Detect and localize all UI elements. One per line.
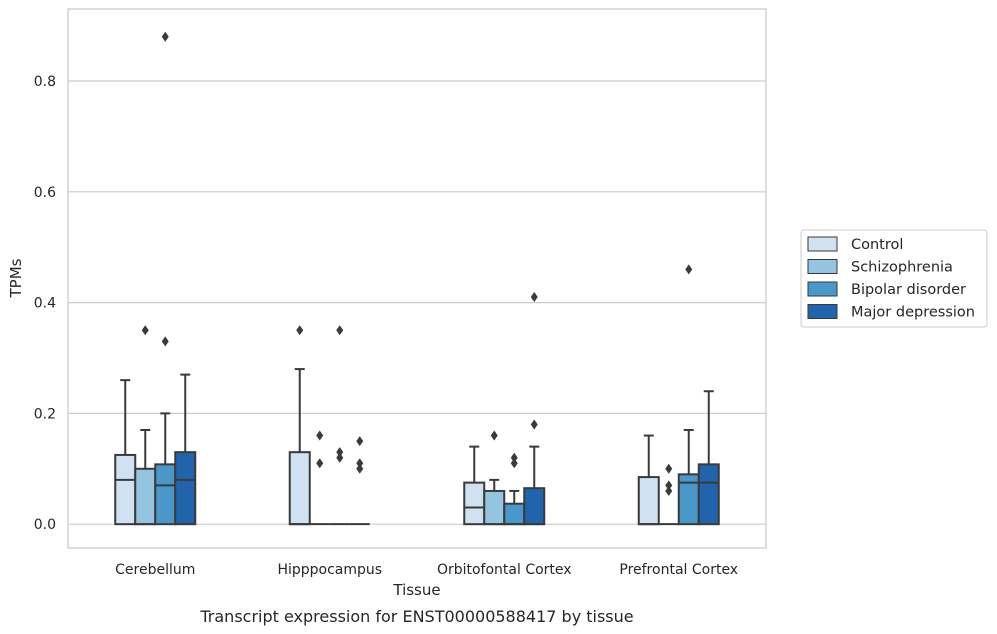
outlier-point (296, 325, 304, 336)
outlier-point (356, 458, 364, 469)
box-body (288, 451, 311, 526)
box-control (288, 325, 311, 526)
box-bipolar-disorder (503, 452, 526, 526)
outlier-point (356, 436, 364, 447)
outlier-point (665, 463, 673, 474)
outlier-point (141, 325, 149, 336)
box-body (154, 463, 177, 526)
x-axis-ticks: Cerebellum Hipppocampus Orbitofontal Corte… (115, 562, 738, 578)
outlier-point (316, 458, 324, 469)
box-major-depression (697, 390, 720, 526)
box-schizophrenia (483, 430, 506, 526)
outlier-point (530, 419, 538, 430)
box-plot-area (114, 31, 720, 526)
box-bipolar-disorder (329, 325, 350, 526)
x-tick-label: Hipppocampus (277, 562, 382, 578)
box-body (174, 451, 197, 526)
outlier-point (316, 430, 324, 441)
y-axis-ticks: 0.0 0.2 0.4 0.6 0.8 (34, 74, 56, 533)
legend-swatch (807, 259, 838, 274)
outlier-point (685, 264, 693, 275)
box-control (463, 445, 486, 526)
box-control (114, 379, 137, 526)
box-body (134, 467, 157, 526)
x-tick-label: Prefrontal Cortex (619, 562, 738, 578)
box-body (463, 481, 486, 526)
x-axis-label: Tissue (392, 581, 440, 599)
box-bipolar-disorder (677, 264, 700, 526)
box-major-depression (174, 373, 197, 526)
box-body (483, 489, 506, 526)
y-tick-label: 0.2 (34, 406, 56, 422)
legend-entry: Control (851, 237, 903, 253)
outlier-point (665, 480, 673, 491)
box-control (637, 434, 660, 526)
plot-frame (67, 8, 767, 549)
outlier-point (336, 325, 344, 336)
outlier-point (510, 452, 518, 463)
y-tick-label: 0.0 (34, 517, 56, 533)
y-axis-label: TPMs (7, 258, 25, 298)
outlier-point (336, 452, 344, 463)
outlier-point (530, 292, 538, 303)
box-body (503, 502, 526, 526)
outlier-point (336, 447, 344, 458)
box-schizophrenia (134, 325, 157, 526)
legend-swatch (807, 236, 838, 252)
box-body (523, 487, 546, 526)
legend-frame (800, 229, 988, 328)
box-schizophrenia (309, 430, 330, 526)
outlier-point (356, 463, 364, 474)
box-schizophrenia (658, 463, 679, 526)
legend-swatch (807, 304, 838, 319)
legend-entry: Bipolar disorder (851, 282, 966, 298)
outlier-point (510, 458, 518, 469)
outlier-point (161, 336, 169, 347)
outlier-point (490, 430, 498, 441)
box-body (697, 463, 720, 526)
x-tick-label: Orbitofontal Cortex (437, 562, 572, 578)
y-tick-label: 0.6 (34, 185, 56, 201)
legend-swatch (807, 281, 838, 297)
box-major-depression (523, 292, 546, 526)
box-bipolar-disorder (154, 31, 177, 526)
outlier-point (161, 31, 169, 42)
box-body (637, 476, 660, 526)
x-tick-label: Cerebellum (115, 562, 195, 578)
legend-entry: Schizophrenia (851, 260, 953, 276)
box-major-depression (349, 436, 370, 526)
chart-caption: Transcript expression for ENST0000058841… (199, 607, 633, 626)
box-body (114, 453, 137, 526)
legend: Control Schizophrenia Bipolar disorder Majo… (800, 229, 988, 328)
legend-entry: Major depression (851, 305, 975, 321)
y-tick-label: 0.8 (34, 74, 56, 90)
grid-lines (68, 80, 766, 525)
y-tick-label: 0.4 (34, 296, 56, 312)
outlier-point (665, 485, 673, 496)
